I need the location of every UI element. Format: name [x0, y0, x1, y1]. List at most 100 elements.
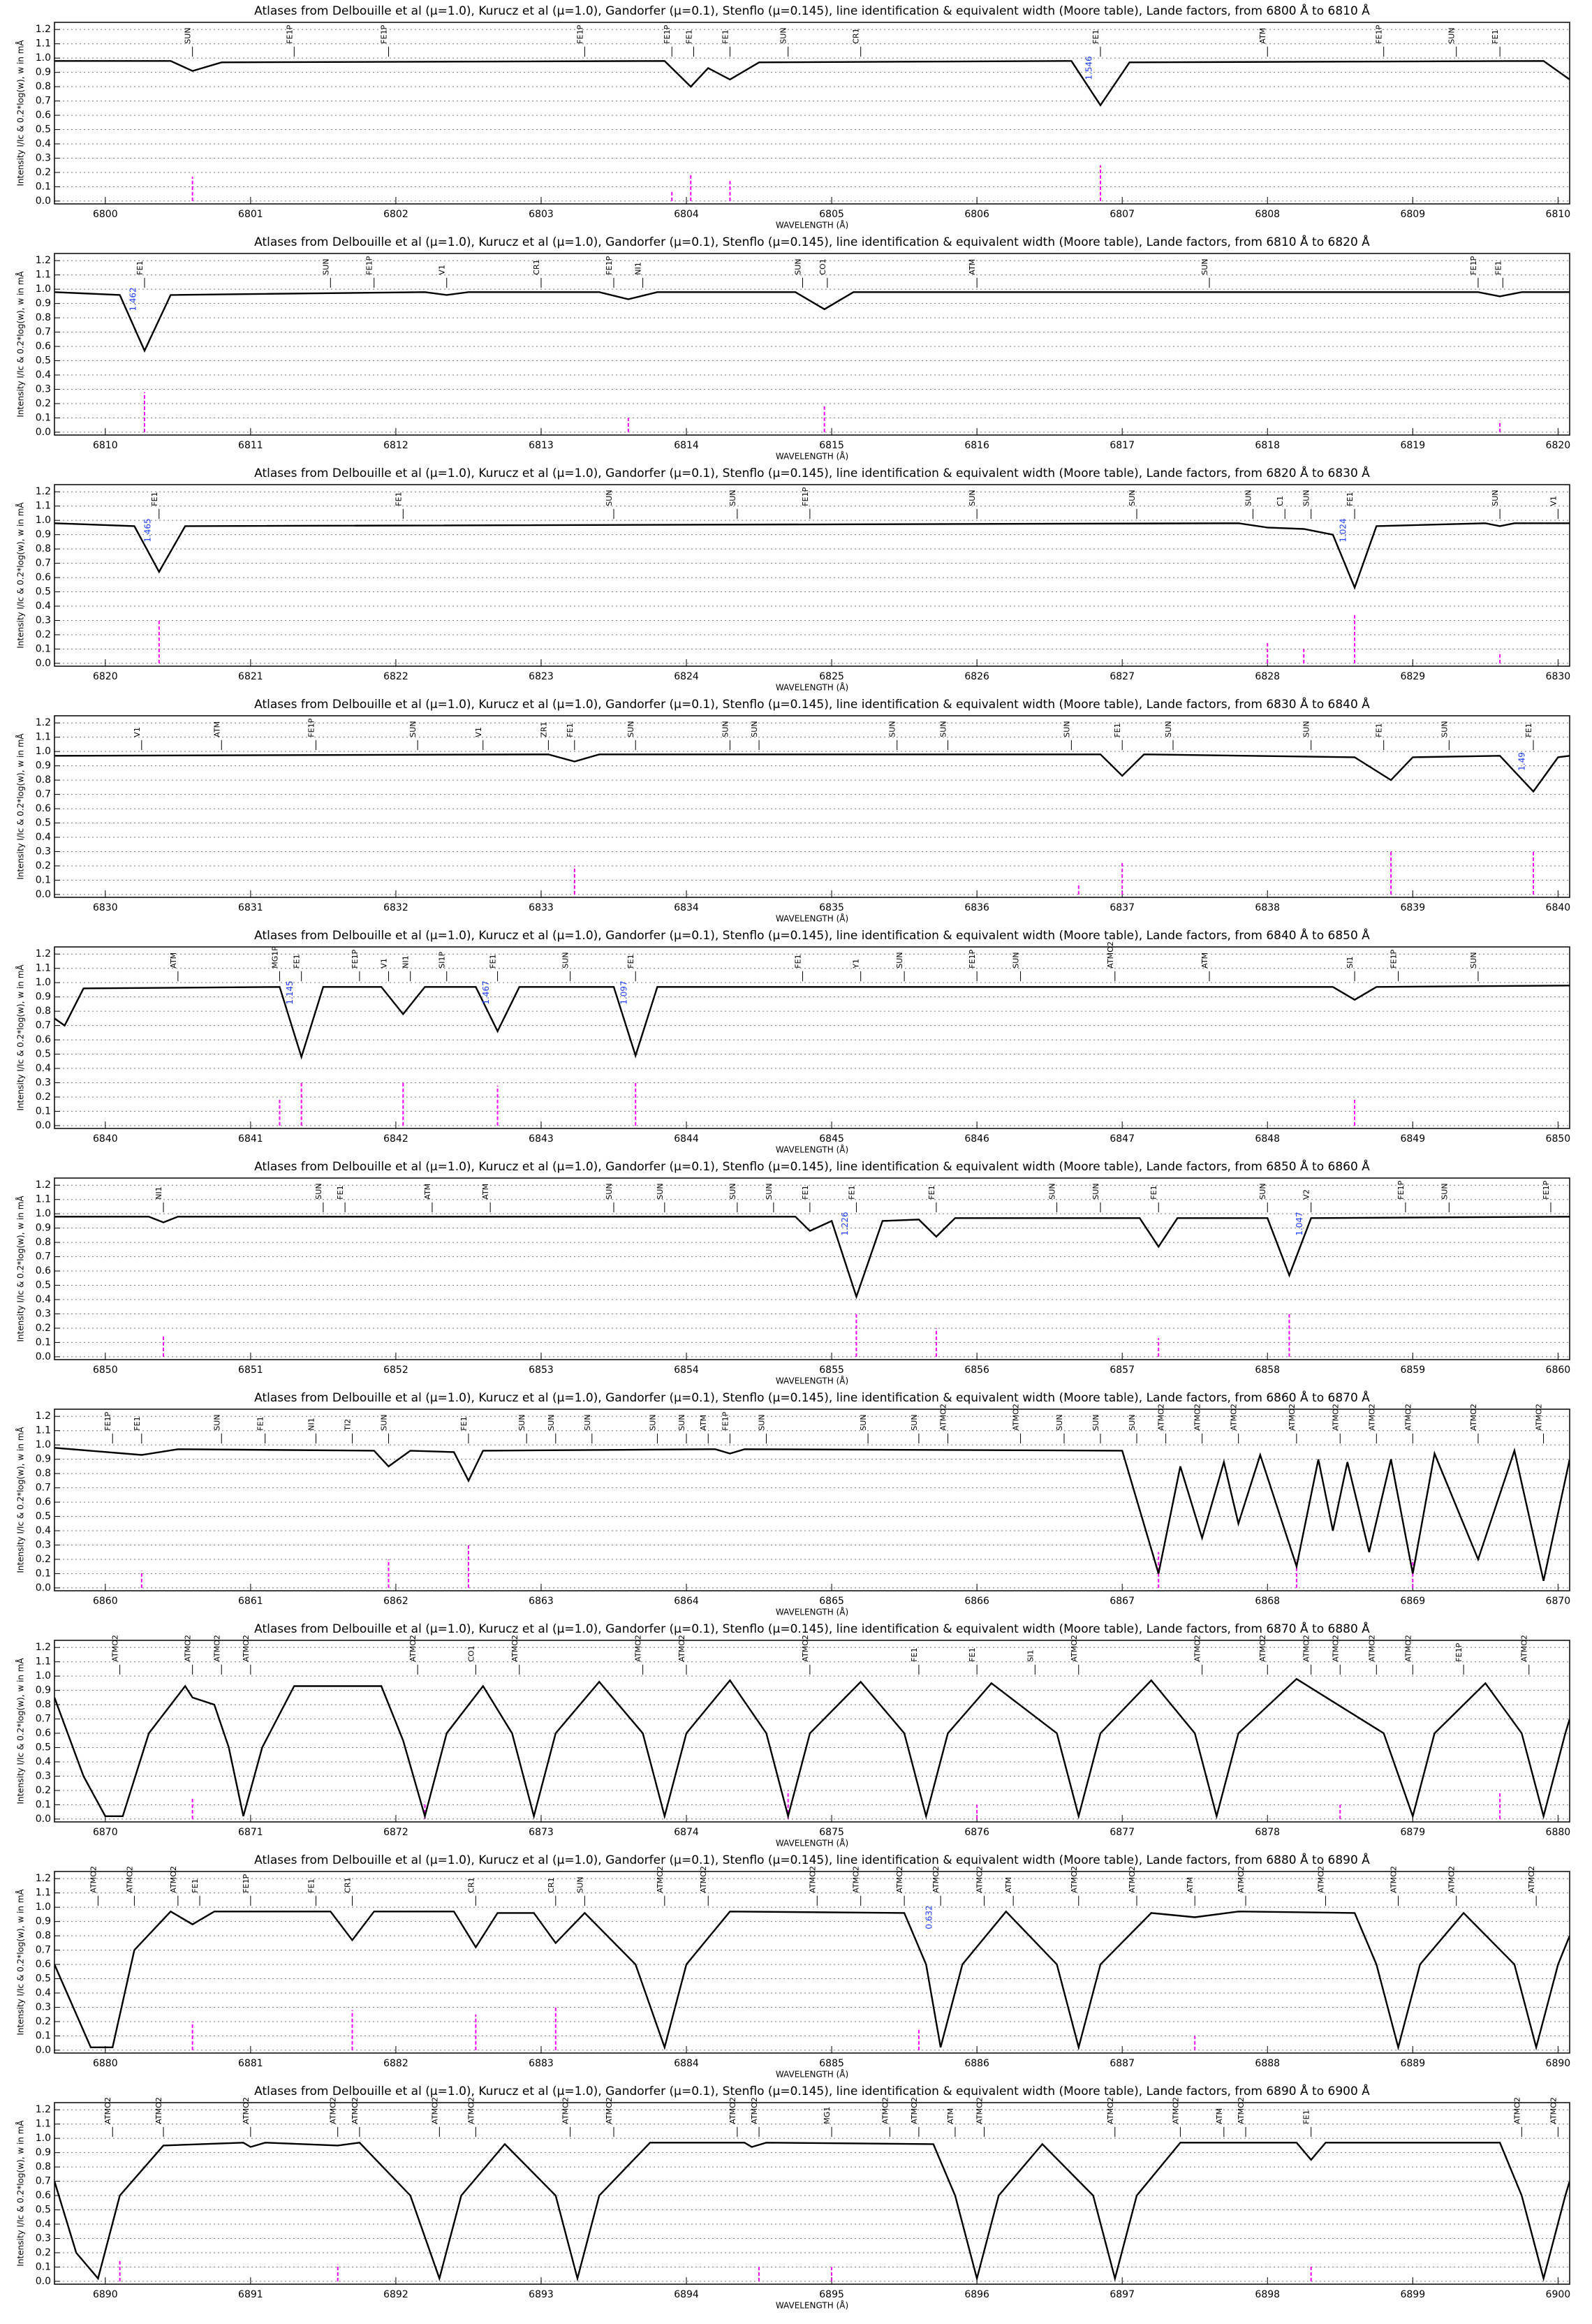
x-tick-label: 6806: [964, 209, 989, 220]
y-tick-label: 1.2: [36, 255, 51, 266]
x-tick-label: 6848: [1255, 1133, 1280, 1145]
x-tick-label: 6872: [383, 1827, 408, 1838]
lande-factor: 1.047: [1295, 1212, 1304, 1235]
y-tick-label: 0.6: [36, 2190, 51, 2201]
x-tick-label: 6844: [674, 1133, 699, 1145]
y-tick-label: 1.1: [36, 501, 51, 512]
line-id-label: SUN: [583, 1414, 592, 1430]
y-tick-label: 1.0: [36, 515, 51, 526]
line-id-label: FE1P: [801, 487, 810, 506]
y-tick-label: 0.9: [36, 992, 51, 1003]
y-tick-label: 0.9: [36, 1685, 51, 1696]
y-tick-label: 1.2: [36, 1873, 51, 1884]
y-tick-label: 0.6: [36, 1959, 51, 1970]
x-tick-label: 6817: [1110, 440, 1135, 451]
line-id-label: SUN: [677, 1414, 686, 1430]
line-id-label: V1: [133, 727, 142, 737]
line-id-label: FE1: [626, 954, 635, 968]
spectrum-line: [54, 291, 1570, 353]
line-id-label: SUN: [765, 1183, 774, 1199]
x-tick-label: 6862: [383, 1596, 408, 1607]
line-id-label: FE1: [968, 1647, 977, 1661]
y-tick-label: 0.8: [36, 1006, 51, 1017]
x-tick-label: 6866: [964, 1596, 989, 1607]
line-id-label: ATMO2: [1367, 1635, 1376, 1662]
line-id-label: FE1P: [721, 1411, 730, 1430]
x-tick-label: 6875: [819, 1827, 844, 1838]
y-tick-label: 0.1: [36, 1568, 51, 1579]
chart-title: Atlases from Delbouille et al (μ=1.0), K…: [254, 927, 1370, 943]
line-id-label: ATMO2: [895, 1866, 904, 1893]
line-id-label: FE1P: [1396, 1180, 1406, 1199]
y-tick-label: 0.1: [36, 874, 51, 885]
chart-title: Atlases from Delbouille et al (μ=1.0), K…: [254, 1852, 1370, 1867]
y-axis-label: Intensity I/Ic & 0.2*log(w), w in mÅ: [15, 964, 26, 1111]
y-tick-label: 0.9: [36, 1454, 51, 1465]
x-tick-label: 6850: [1546, 1133, 1571, 1145]
x-tick-label: 6841: [238, 1133, 263, 1145]
x-tick-label: 6827: [1110, 671, 1135, 682]
line-id-label: FE1: [1494, 260, 1503, 274]
line-id-label: ATM: [1186, 1877, 1195, 1893]
line-id-label: ATMO2: [1193, 1404, 1202, 1431]
line-id-label: ATMO2: [801, 1635, 810, 1662]
x-axis-label: WAVELENGTH (Å): [776, 2300, 848, 2311]
line-id-label: FE1: [256, 1416, 265, 1430]
y-tick-label: 0.8: [36, 1699, 51, 1710]
x-tick-label: 6899: [1400, 2289, 1425, 2300]
x-tick-label: 6869: [1400, 1596, 1425, 1607]
line-id-label: SUN: [895, 952, 904, 968]
panel: Atlases from Delbouille et al (μ=1.0), K…: [15, 234, 1571, 462]
y-tick-label: 0.2: [36, 2016, 51, 2027]
y-tick-label: 0.3: [36, 383, 51, 395]
lande-factor: 1.49: [1517, 752, 1526, 771]
line-id-label: ATMO2: [1106, 2097, 1115, 2124]
line-id-label: SUN: [728, 490, 737, 506]
y-tick-label: 0.3: [36, 615, 51, 626]
x-tick-label: 6847: [1110, 1133, 1135, 1145]
line-id-label: SUN: [321, 258, 330, 274]
plot-area: [54, 291, 1570, 432]
line-id-label: ATM: [423, 1184, 432, 1200]
lande-factor: 1.462: [128, 287, 138, 311]
y-tick-label: 0.4: [36, 2219, 51, 2230]
line-id-label: ATMO2: [1171, 2097, 1180, 2124]
line-id-label: SUN: [605, 1183, 614, 1199]
y-tick-label: 0.2: [36, 167, 51, 178]
y-tick-label: 0.2: [36, 1091, 51, 1103]
line-id-label: NI1: [401, 955, 411, 968]
x-tick-label: 6813: [529, 440, 554, 451]
x-tick-label: 6804: [674, 209, 699, 220]
y-tick-label: 1.1: [36, 1888, 51, 1899]
line-id-label: SUN: [910, 1414, 919, 1430]
line-id-label: ATMO2: [351, 2097, 360, 2124]
line-id-label: ATMO2: [1549, 2097, 1558, 2124]
y-tick-label: 0.9: [36, 760, 51, 772]
line-id-label: SUN: [212, 1414, 221, 1430]
y-tick-label: 0.5: [36, 587, 51, 598]
line-id-label: FE1P: [1454, 1642, 1464, 1661]
line-id-label: CR1: [532, 259, 541, 274]
line-id-label: FE1P: [605, 256, 614, 274]
x-tick-label: 6863: [529, 1596, 554, 1607]
x-tick-label: 6891: [238, 2289, 263, 2300]
line-id-label: ATMO2: [975, 1866, 985, 1893]
y-tick-label: 1.1: [36, 270, 51, 281]
line-id-label: FE1: [1091, 29, 1100, 43]
line-id-label: ATMO2: [656, 1866, 665, 1893]
line-id-label: ATMO2: [1157, 1404, 1166, 1431]
y-tick-label: 1.0: [36, 977, 51, 988]
y-tick-label: 0.2: [36, 1323, 51, 1334]
line-id-label: SUN: [1128, 1414, 1137, 1430]
y-tick-label: 0.2: [36, 1785, 51, 1796]
y-tick-label: 0.0: [36, 196, 51, 207]
line-id-label: FE1: [793, 954, 802, 968]
y-tick-label: 0.6: [36, 110, 51, 121]
panel: Atlases from Delbouille et al (μ=1.0), K…: [15, 927, 1571, 1155]
x-tick-label: 6897: [1110, 2289, 1135, 2300]
line-id-label: ATMO2: [910, 2097, 919, 2124]
x-axis-label: WAVELENGTH (Å): [776, 220, 848, 230]
y-tick-label: 0.8: [36, 312, 51, 323]
y-tick-label: 0.1: [36, 1105, 51, 1117]
y-tick-label: 0.8: [36, 1237, 51, 1248]
